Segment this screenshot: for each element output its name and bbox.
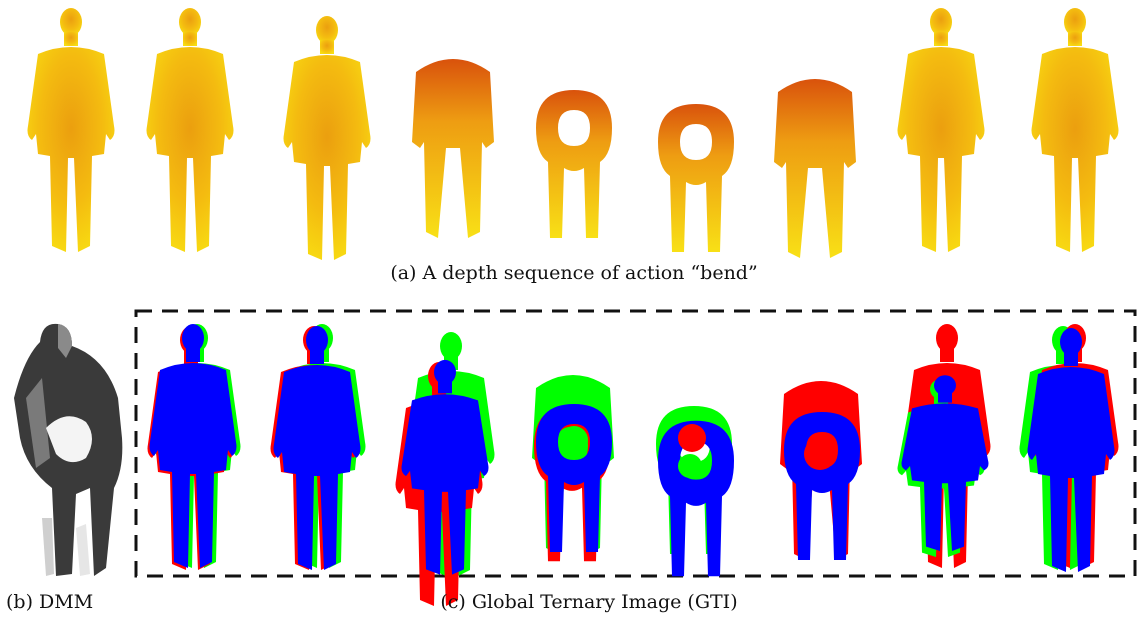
caption-dmm: (b) DMM (6, 591, 94, 613)
gti-frame-8 (1019, 324, 1119, 572)
gti-sequence (147, 324, 1119, 606)
gti-frame-1 (147, 324, 241, 570)
depth-frame-1 (27, 8, 115, 252)
gti-frame-7 (897, 324, 991, 568)
dmm-image (14, 323, 123, 576)
gti-frame-6 (780, 381, 862, 560)
depth-frame-8 (897, 8, 985, 252)
gti-frame-4 (532, 375, 614, 562)
depth-frame-6 (658, 104, 734, 252)
gti-frame-5 (656, 406, 734, 577)
depth-frame-7 (774, 79, 856, 258)
depth-frame-4 (412, 59, 494, 238)
gti-frame-3 (395, 332, 495, 606)
depth-sequence (27, 8, 1119, 260)
depth-frame-3 (283, 16, 371, 260)
depth-frame-2 (146, 8, 234, 252)
depth-frame-5 (536, 90, 612, 238)
gti-dashed-frame (134, 309, 1137, 578)
caption-gti: (c) Global Ternary Image (GTI) (440, 591, 738, 613)
gti-frame-2 (270, 324, 366, 570)
depth-frame-9 (1031, 8, 1119, 252)
caption-depth-sequence: (a) A depth sequence of action “bend” (390, 262, 758, 284)
